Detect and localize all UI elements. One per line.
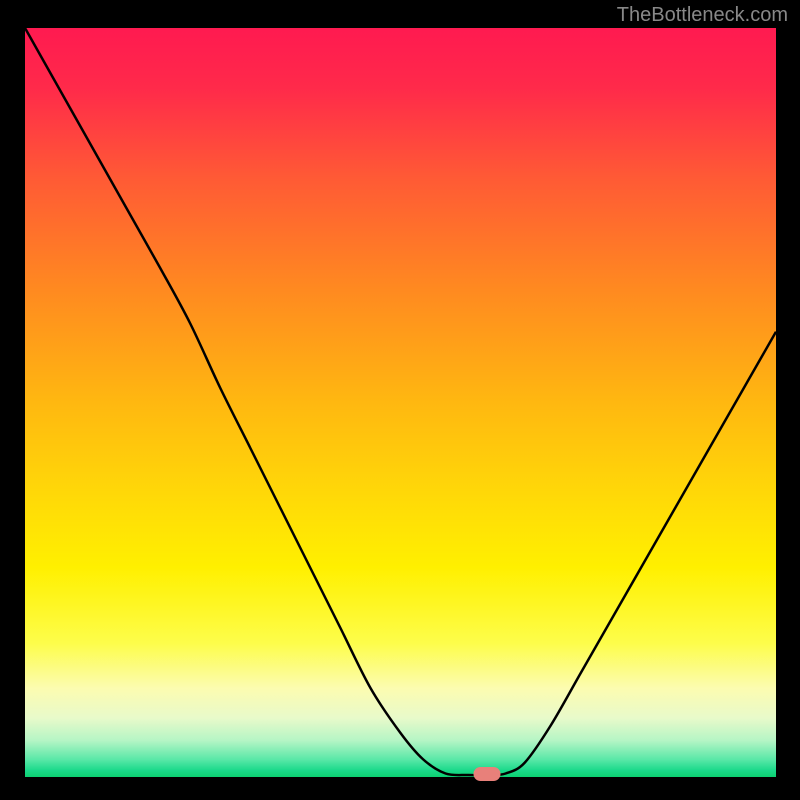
- optimal-marker: [473, 767, 500, 781]
- bottleneck-chart: [25, 28, 776, 778]
- bottleneck-curve: [25, 28, 776, 775]
- chart-curve-layer: [25, 28, 776, 778]
- watermark-text: TheBottleneck.com: [617, 4, 788, 27]
